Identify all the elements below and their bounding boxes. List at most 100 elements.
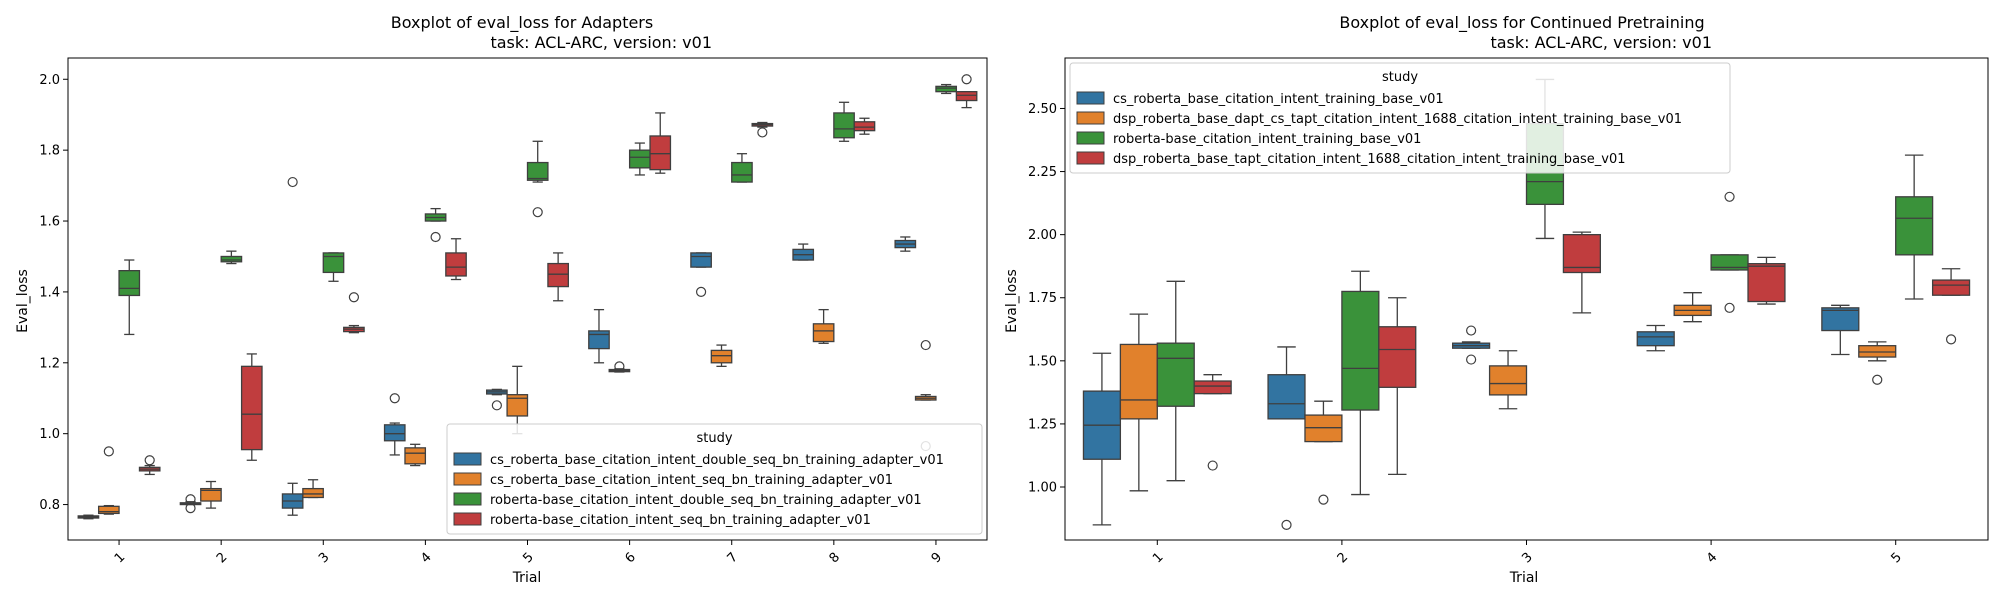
- outlier-point: [614, 361, 625, 372]
- box-green-trial-4: [1710, 191, 1749, 313]
- x-tick-label: 9: [929, 550, 945, 566]
- outlier-point: [103, 446, 114, 457]
- x-tick-label: 1: [112, 550, 128, 566]
- box-iqr: [118, 269, 141, 297]
- x-tick-label: 2: [214, 550, 230, 566]
- box-red-trial-6: [649, 112, 672, 174]
- legend-swatch: [453, 492, 482, 506]
- legend-entry: cs_roberta_base_citation_intent_training…: [1113, 92, 1444, 107]
- box-blue-trial-3: [1452, 325, 1491, 365]
- legend-swatch: [1076, 151, 1105, 165]
- box-iqr: [322, 252, 345, 274]
- box-iqr: [853, 121, 876, 132]
- box-red-trial-4: [445, 238, 467, 281]
- legend-frame: [446, 423, 983, 535]
- box-green-trial-2: [220, 250, 243, 265]
- x-tick-label: 2: [1335, 550, 1351, 566]
- box-green-trial-6: [628, 142, 651, 176]
- outlier-point: [1207, 460, 1218, 471]
- box-orange-trial-7: [710, 344, 733, 367]
- box-blue-trial-8: [792, 243, 815, 261]
- y-tick-label: 2.25: [1028, 165, 1057, 180]
- chart-right: Boxplot of eval_loss for Continued Pretr…: [1004, 13, 1712, 586]
- legend-swatch: [453, 512, 482, 526]
- box-orange-trial-1: [97, 446, 120, 515]
- x-axis-label: Trial: [512, 570, 542, 586]
- legend: study cs_roberta_base_citation_intent_dou…: [446, 423, 983, 535]
- box-iqr: [649, 135, 672, 171]
- box-iqr: [1636, 331, 1675, 347]
- box-orange-trial-8: [812, 308, 835, 344]
- box-green-trial-3: [322, 252, 345, 282]
- x-tick-label: 3: [316, 550, 332, 566]
- y-axis-label: Eval_loss: [15, 269, 31, 333]
- box-iqr: [690, 252, 712, 268]
- x-tick-label: 8: [827, 550, 843, 566]
- box-red-trial-1: [1193, 374, 1232, 471]
- outlier-point: [1318, 494, 1329, 505]
- box-green-trial-8: [833, 101, 855, 142]
- x-axis-label: Trial: [1509, 570, 1539, 586]
- box-red-trial-7: [751, 121, 774, 138]
- box-iqr: [240, 365, 263, 451]
- box-red-trial-3: [1562, 231, 1601, 314]
- legend-entry: cs_roberta_base_citation_intent_double_s…: [490, 453, 944, 468]
- box-iqr: [1267, 374, 1306, 420]
- box-green-trial-5: [1895, 154, 1934, 300]
- box-iqr: [526, 161, 549, 181]
- box-iqr: [1931, 279, 1971, 296]
- box-orange-trial-3: [1488, 350, 1528, 410]
- outlier-point: [920, 339, 931, 351]
- box-blue-trial-1: [1082, 352, 1122, 526]
- plot-left: 0.8 1.0 1.2 1.4 1.6 1.8 2.0 1 2 3 4 5 6 7 8 9 study cs_ro…: [39, 57, 988, 566]
- y-tick-label: 2.00: [1028, 228, 1057, 243]
- legend-entry: cs_roberta_base_citation_intent_seq_bn_t…: [490, 473, 893, 488]
- box-blue-trial-3: [281, 176, 304, 516]
- box-orange-trial-5: [1858, 341, 1897, 385]
- plot-right: 1.00 1.25 1.50 1.75 2.00 2.25 2.50 1 2 3 4 5 study cs…: [1028, 57, 1989, 566]
- box-orange-trial-4: [1673, 292, 1712, 323]
- outlier-point: [961, 74, 972, 85]
- x-tick-label: 6: [622, 550, 638, 566]
- box-iqr: [1193, 380, 1232, 395]
- x-tick-label: 1: [1150, 550, 1166, 566]
- x-tick-label: 4: [1704, 550, 1720, 566]
- chart-title-line1: Boxplot of eval_loss for Continued Pretr…: [1339, 13, 1704, 33]
- y-tick-label: 2.0: [39, 73, 60, 88]
- box-orange-trial-2: [200, 480, 222, 509]
- box-red-trial-2: [1378, 297, 1417, 476]
- outlier-point: [1466, 325, 1477, 336]
- box-blue-trial-5: [1821, 304, 1860, 356]
- box-blue-trial-2: [179, 494, 202, 514]
- chart-title-line2: task: ACL-ARC, version: v01: [1490, 33, 1712, 52]
- plot-frame: [1064, 57, 1989, 541]
- legend-entry: roberta-base_citation_intent_double_seq_…: [490, 493, 922, 508]
- box-green-trial-2: [1341, 270, 1380, 496]
- y-tick-label: 1.0: [39, 427, 60, 442]
- box-red-trial-8: [853, 117, 876, 135]
- x-tick-label: 5: [1889, 550, 1905, 566]
- y-tick-label: 1.6: [39, 215, 60, 230]
- box-iqr: [812, 323, 835, 343]
- box-iqr: [1747, 263, 1786, 303]
- box-green-trial-4: [424, 207, 447, 243]
- chart-title-line2: task: ACL-ARC, version: v01: [490, 33, 712, 52]
- box-iqr: [445, 252, 467, 277]
- box-green-trial-9: [935, 83, 958, 95]
- outlier-point: [757, 127, 768, 138]
- box-red-trial-4: [1747, 256, 1786, 305]
- box-blue-trial-2: [1267, 346, 1306, 530]
- legend-entry: roberta-base_citation_intent_seq_bn_trai…: [490, 513, 871, 528]
- box-iqr: [1156, 342, 1195, 407]
- box-iqr: [833, 112, 855, 139]
- legend-entry: dsp_roberta_base_dapt_cs_tapt_citation_i…: [1113, 112, 1682, 127]
- y-tick-label: 1.75: [1028, 291, 1057, 306]
- box-iqr: [1821, 307, 1860, 332]
- box-iqr: [588, 330, 610, 350]
- box-iqr: [731, 161, 753, 183]
- y-tick-label: 2.50: [1028, 102, 1057, 117]
- chart-title-line1: Boxplot of eval_loss for Adapters: [391, 13, 653, 33]
- box-iqr: [547, 262, 569, 288]
- box-iqr: [955, 91, 978, 102]
- box-orange-trial-4: [404, 443, 427, 467]
